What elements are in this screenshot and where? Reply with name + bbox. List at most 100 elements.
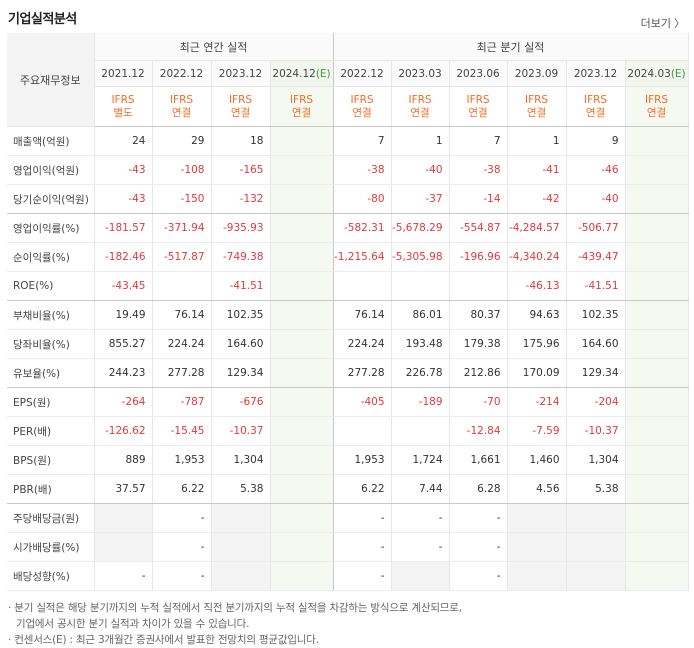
table-cell: 164.60 bbox=[211, 329, 271, 359]
table-row: 당기순이익(억원) -43 -150 -132 -80 -37 -14 -42 -40 bbox=[7, 184, 689, 214]
table-cell: 244.23 bbox=[94, 358, 153, 388]
period-label: 2021.12 bbox=[101, 67, 145, 80]
more-link-label[interactable]: 더보기 bbox=[640, 17, 671, 30]
table-cell: -126.62 bbox=[94, 416, 153, 446]
table-cell: 1 bbox=[391, 126, 450, 156]
table-cell: -38 bbox=[449, 155, 508, 185]
basis-label: 별도 bbox=[113, 106, 133, 119]
table-cell: - bbox=[333, 561, 392, 591]
chevron-right-icon[interactable]: 〉 bbox=[674, 17, 685, 30]
table-cell bbox=[391, 561, 450, 591]
basis-label: 연결 bbox=[291, 106, 312, 119]
table-cell: -41 bbox=[507, 155, 567, 185]
table-cell bbox=[625, 561, 689, 591]
table-cell: -132 bbox=[211, 184, 271, 214]
table-cell: -5,305.98 bbox=[391, 242, 450, 272]
table-cell: -4,340.24 bbox=[507, 242, 567, 272]
table-row: 주당배당금(원) - - - - bbox=[7, 503, 689, 533]
table-cell: -582.31 bbox=[333, 213, 392, 243]
table-cell: 129.34 bbox=[566, 358, 626, 388]
table-cell: -517.87 bbox=[152, 242, 212, 272]
period-header: 2023.12 bbox=[211, 60, 271, 87]
table-row: PER(배) -126.62 -15.45 -10.37 -12.84 -7.59 -10.… bbox=[7, 416, 689, 446]
table-cell: 5.38 bbox=[566, 474, 626, 504]
table-cell: 7.44 bbox=[391, 474, 450, 504]
table-cell: -46 bbox=[566, 155, 626, 185]
footnotes: · 분기 실적은 해당 분기까지의 누적 실적에서 직전 분기까지의 누적 실적… bbox=[8, 600, 462, 648]
ifrs-basis-header: IFRS 연결 bbox=[152, 86, 212, 127]
table-cell: -4,284.57 bbox=[507, 213, 567, 243]
ifrs-basis-header: IFRS 연결 bbox=[625, 86, 689, 127]
table-cell: -46.13 bbox=[507, 271, 567, 301]
ifrs-label: IFRS bbox=[583, 93, 608, 106]
table-cell: 37.57 bbox=[94, 474, 153, 504]
ifrs-basis-header: IFRS 연결 bbox=[566, 86, 626, 127]
table-cell: -935.93 bbox=[211, 213, 271, 243]
table-cell bbox=[333, 416, 392, 446]
ifrs-basis-header: IFRS 연결 bbox=[270, 86, 334, 127]
table-cell: 1,953 bbox=[152, 445, 212, 475]
table-cell: -264 bbox=[94, 387, 153, 417]
quarter-group-header: 최근 분기 실적 bbox=[333, 33, 689, 61]
ifrs-label: IFRS bbox=[289, 93, 314, 106]
table-cell: 9 bbox=[566, 126, 626, 156]
row-label: 당기순이익(억원) bbox=[7, 184, 95, 214]
table-cell: -554.87 bbox=[449, 213, 508, 243]
period-label: 2022.12 bbox=[340, 67, 384, 80]
table-cell bbox=[625, 329, 689, 359]
table-cell bbox=[270, 184, 334, 214]
table-cell: - bbox=[333, 532, 392, 562]
row-label: 배당성향(%) bbox=[7, 561, 95, 591]
ifrs-basis-header: IFRS 연결 bbox=[333, 86, 392, 127]
table-cell bbox=[625, 184, 689, 214]
table-cell: - bbox=[94, 561, 153, 591]
table-cell bbox=[270, 503, 334, 533]
period-label: 2023.03 bbox=[398, 67, 442, 80]
table-cell: 18 bbox=[211, 126, 271, 156]
period-label: 2023.12 bbox=[218, 67, 263, 80]
table-cell: -70 bbox=[449, 387, 508, 417]
financial-table: 주요재무정보 최근 연간 실적 최근 분기 실적 2021.12 2022.12 2… bbox=[7, 33, 689, 591]
table-cell: -214 bbox=[507, 387, 567, 417]
table-row: PBR(배) 37.57 6.22 5.38 6.22 7.44 6.28 4.56 5.38 bbox=[7, 474, 689, 504]
table-cell: -371.94 bbox=[152, 213, 212, 243]
table-cell: 94.63 bbox=[507, 300, 567, 330]
table-cell: -189 bbox=[391, 387, 450, 417]
basis-label: 연결 bbox=[352, 106, 372, 119]
table-cell bbox=[625, 416, 689, 446]
table-cell: 6.22 bbox=[333, 474, 392, 504]
table-cell: -181.57 bbox=[94, 213, 153, 243]
basis-label: 연결 bbox=[468, 106, 488, 119]
table-cell: 170.09 bbox=[507, 358, 567, 388]
table-cell: 1,460 bbox=[507, 445, 567, 475]
basis-label: 연결 bbox=[410, 106, 430, 119]
table-cell: -37 bbox=[391, 184, 450, 214]
table-cell: 19.49 bbox=[94, 300, 153, 330]
table-cell: -43 bbox=[94, 155, 153, 185]
table-cell: -749.38 bbox=[211, 242, 271, 272]
row-label: 시가배당률(%) bbox=[7, 532, 95, 562]
ifrs-label: IFRS bbox=[228, 93, 253, 106]
basis-label: 연결 bbox=[230, 106, 251, 119]
table-cell: - bbox=[449, 532, 508, 562]
table-cell bbox=[211, 561, 271, 591]
table-cell: -40 bbox=[566, 184, 626, 214]
table-cell bbox=[449, 271, 508, 301]
table-cell: 164.60 bbox=[566, 329, 626, 359]
table-cell bbox=[270, 155, 334, 185]
table-cell: -196.96 bbox=[449, 242, 508, 272]
row-label: EPS(원) bbox=[7, 387, 95, 417]
table-cell: 224.24 bbox=[333, 329, 392, 359]
table-row: 영업이익률(%) -181.57 -371.94 -935.93 -582.31 -5,6… bbox=[7, 213, 689, 243]
table-cell bbox=[566, 532, 626, 562]
table-cell: 855.27 bbox=[94, 329, 153, 359]
period-label: 2022.12 bbox=[159, 67, 204, 80]
table-cell: 76.14 bbox=[333, 300, 392, 330]
table-cell: -41.51 bbox=[566, 271, 626, 301]
row-label: 순이익률(%) bbox=[7, 242, 95, 272]
estimate-marker: (E) bbox=[670, 67, 686, 80]
more-link[interactable]: 더보기 〉 bbox=[641, 15, 685, 31]
table-cell bbox=[625, 358, 689, 388]
table-row: 영업이익(억원) -43 -108 -165 -38 -40 -38 -41 -46 bbox=[7, 155, 689, 185]
table-row: EPS(원) -264 -787 -676 -405 -189 -70 -214 -204 bbox=[7, 387, 689, 417]
